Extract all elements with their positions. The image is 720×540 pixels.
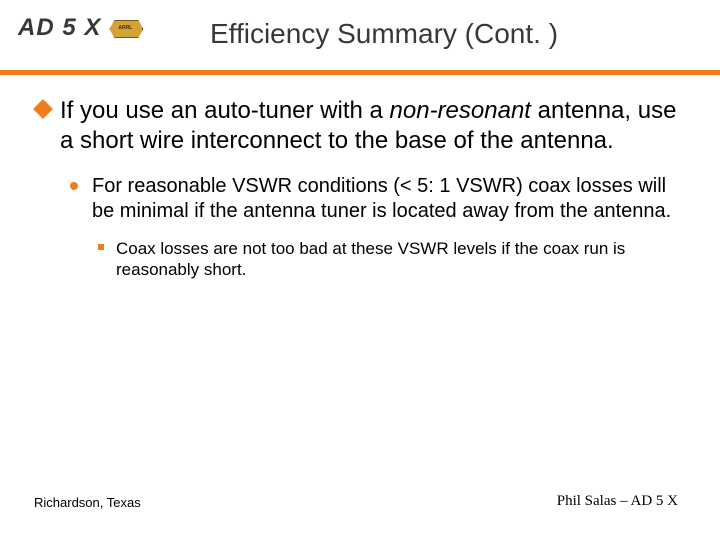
slide-header: AD 5 X ARRL Efficiency Summary (Cont. ) [0, 0, 720, 72]
bullet-level1-text: If you use an auto-tuner with a non-reso… [60, 96, 690, 156]
square-bullet-icon [98, 244, 104, 250]
arrl-badge-icon: ARRL [105, 17, 145, 39]
slide: AD 5 X ARRL Efficiency Summary (Cont. ) … [0, 0, 720, 540]
footer-right: Phil Salas – AD 5 X [557, 493, 678, 510]
diamond-bullet-icon [33, 99, 53, 119]
slide-body: If you use an auto-tuner with a non-reso… [36, 96, 690, 291]
callsign-text: AD 5 X [18, 14, 101, 42]
bullet-level2-text: For reasonable VSWR conditions (< 5: 1 V… [92, 174, 690, 224]
header-divider [0, 70, 720, 75]
footer-left: Richardson, Texas [34, 495, 141, 510]
bullet-level3: Coax losses are not too bad at these VSW… [98, 238, 690, 281]
logo-block: AD 5 X ARRL [18, 14, 145, 42]
lvl1-text-italic: non-resonant [390, 97, 531, 124]
circle-bullet-icon [70, 182, 78, 190]
bullet-level1: If you use an auto-tuner with a non-reso… [36, 96, 690, 156]
bullet-level3-text: Coax losses are not too bad at these VSW… [116, 238, 690, 281]
page-title: Efficiency Summary (Cont. ) [210, 18, 702, 50]
bullet-level2: For reasonable VSWR conditions (< 5: 1 V… [70, 174, 690, 224]
badge-label: ARRL [118, 26, 132, 31]
lvl1-text-pre: If you use an auto-tuner with a [60, 97, 390, 124]
